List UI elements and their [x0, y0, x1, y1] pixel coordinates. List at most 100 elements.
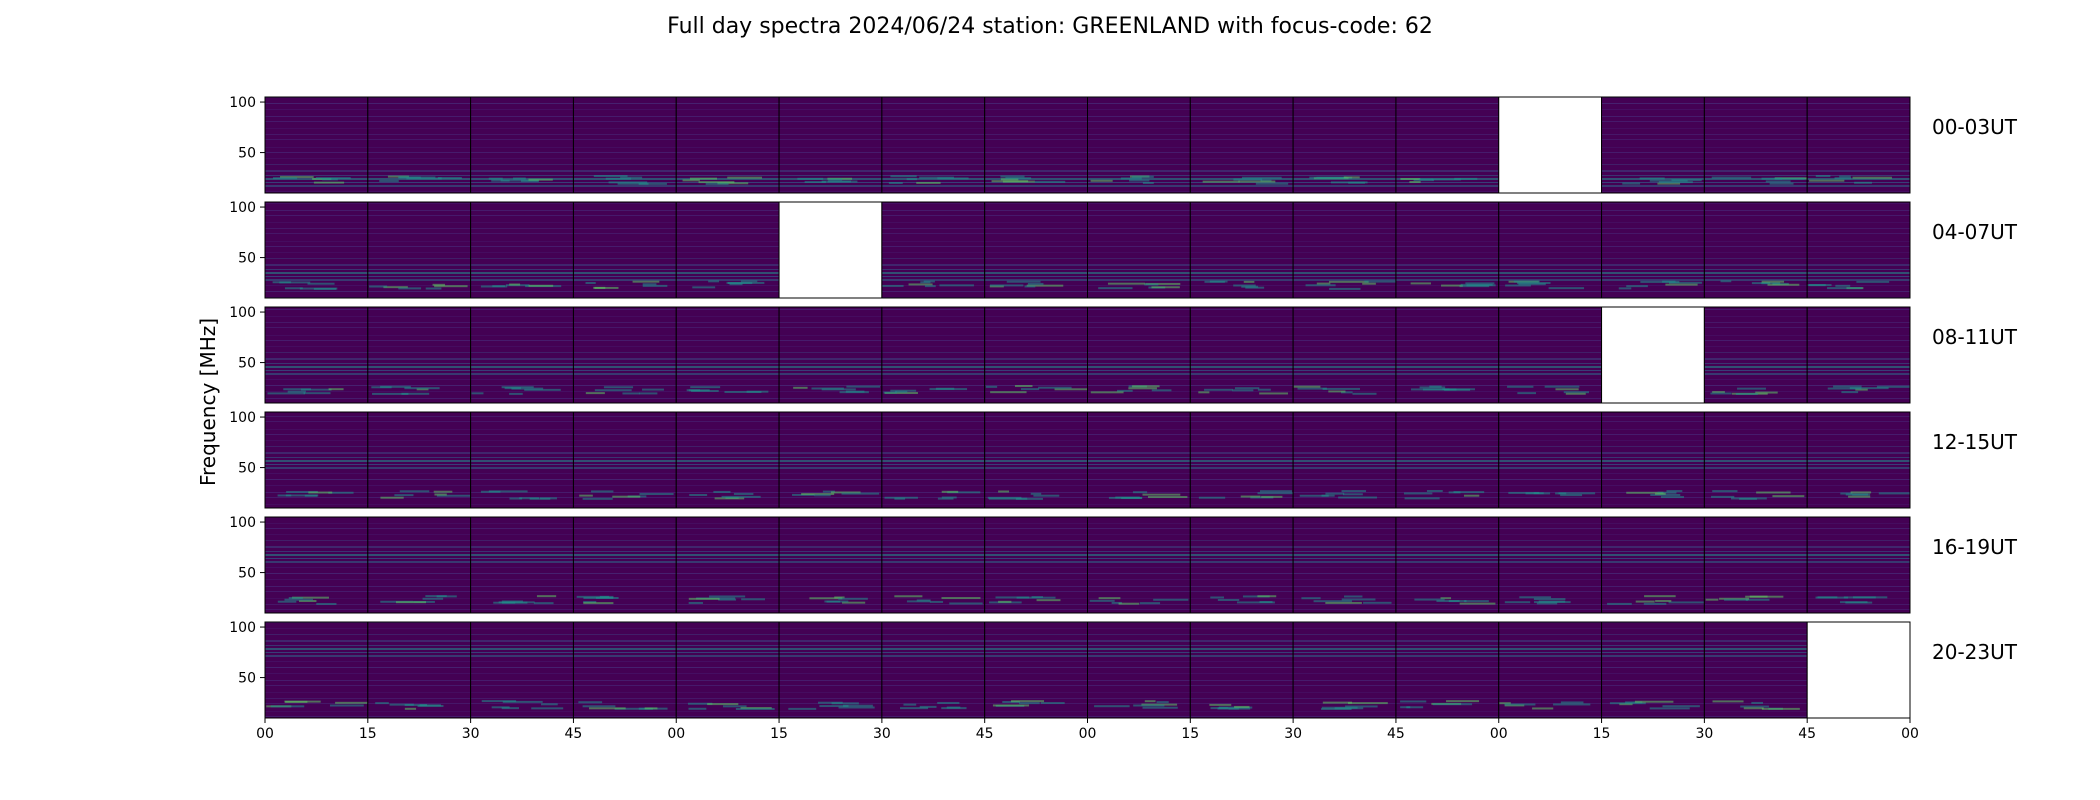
- y-tick-label: 50: [238, 671, 256, 687]
- signal-streak: [1363, 601, 1392, 604]
- signal-streak: [1400, 706, 1411, 709]
- signal-streak: [828, 178, 843, 181]
- signal-streak: [533, 602, 554, 605]
- signal-streak: [1657, 182, 1681, 185]
- signal-streak: [801, 493, 835, 496]
- signal-streak: [822, 490, 835, 493]
- signal-streak: [1555, 388, 1579, 391]
- signal-streak: [277, 494, 292, 497]
- signal-streak: [1259, 600, 1273, 603]
- signal-streak: [401, 392, 430, 395]
- signal-streak: [1834, 177, 1852, 180]
- signal-streak: [313, 287, 337, 290]
- signal-streak: [1132, 491, 1148, 494]
- row-time-label: 08-11UT: [1932, 325, 2018, 349]
- signal-streak: [1671, 179, 1702, 182]
- signal-streak: [593, 175, 628, 178]
- spectra-row: 50 100 16-19UT: [229, 515, 2018, 614]
- signal-streak: [1548, 287, 1585, 290]
- spectrum-panel: [881, 307, 985, 403]
- signal-streak: [1202, 180, 1240, 183]
- signal-streak: [1016, 596, 1056, 599]
- signal-streak: [1538, 600, 1566, 603]
- signal-streak: [809, 597, 843, 600]
- signal-streak: [1352, 392, 1377, 395]
- signal-streak: [1809, 284, 1826, 287]
- signal-streak: [481, 700, 517, 703]
- signal-streak: [1209, 280, 1228, 283]
- signal-streak: [888, 182, 903, 185]
- signal-streak: [1650, 493, 1681, 496]
- signal-streak: [1422, 388, 1457, 391]
- spectra-row: 50 100 08-11UT: [229, 305, 2018, 404]
- spectrum-panel: [367, 517, 471, 613]
- spectrum-panel: [265, 307, 368, 403]
- signal-streak: [692, 286, 716, 289]
- signal-streak: [432, 283, 446, 286]
- spectra-rows: 50 100 00-03UT 50 100 04-07UT 50 100 08-11UT 50 10…: [229, 95, 2018, 719]
- signal-streak: [989, 284, 1024, 287]
- signal-streak: [509, 392, 523, 395]
- signal-streak: [788, 707, 817, 710]
- spectrum-panel: [676, 307, 780, 403]
- signal-streak: [322, 178, 338, 181]
- spectrum-panel: [1395, 517, 1499, 613]
- panel-frame: [1806, 201, 1911, 299]
- signal-streak: [1431, 178, 1461, 181]
- signal-streak: [585, 392, 605, 395]
- spectrum-panel: [1807, 202, 1910, 298]
- signal-streak: [1209, 703, 1232, 706]
- signal-streak: [814, 494, 831, 497]
- signal-streak: [1626, 285, 1648, 288]
- signal-streak: [273, 177, 298, 180]
- signal-streak: [1036, 599, 1061, 602]
- signal-streak: [622, 392, 640, 395]
- signal-streak: [1404, 497, 1440, 500]
- signal-streak: [1347, 702, 1388, 705]
- spectrum-panel: [1087, 517, 1191, 613]
- signal-streak: [375, 702, 389, 705]
- x-tick-label: 45: [976, 726, 994, 742]
- signal-streak: [1563, 391, 1590, 394]
- signal-streak: [819, 705, 849, 708]
- signal-streak: [1341, 490, 1367, 493]
- signal-streak: [689, 177, 718, 180]
- signal-streak: [1015, 497, 1043, 500]
- signal-streak: [1504, 703, 1536, 706]
- signal-streak: [1655, 492, 1666, 495]
- signal-streak: [1441, 284, 1463, 287]
- signal-streak: [1345, 705, 1378, 708]
- signal-streak: [1668, 281, 1702, 284]
- signal-streak: [1649, 707, 1690, 710]
- signal-streak: [1856, 280, 1890, 283]
- signal-streak: [1755, 391, 1778, 394]
- signal-streak: [1850, 491, 1872, 494]
- spectrum-panel: [367, 622, 471, 718]
- signal-streak: [708, 280, 720, 283]
- signal-streak: [1257, 595, 1277, 598]
- signal-streak: [1000, 178, 1019, 181]
- signal-streak: [608, 181, 648, 184]
- signal-streak: [500, 179, 540, 182]
- signal-streak: [1644, 595, 1676, 598]
- signal-streak: [603, 386, 634, 389]
- signal-streak: [1767, 283, 1800, 286]
- signal-streak: [1414, 598, 1445, 601]
- signal-streak: [1815, 175, 1831, 178]
- signal-streak: [906, 178, 917, 181]
- empty-panel: [779, 202, 882, 298]
- signal-streak: [1712, 700, 1744, 703]
- signal-streak: [1144, 700, 1156, 703]
- spectrum-panel: [1293, 202, 1396, 298]
- signal-streak: [501, 707, 519, 710]
- signal-streak: [1348, 181, 1365, 184]
- signal-streak: [298, 600, 317, 603]
- signal-streak: [1504, 601, 1531, 604]
- signal-streak: [304, 494, 318, 497]
- spectra-row: 50 100 04-07UT: [229, 200, 2018, 299]
- signal-streak: [1151, 389, 1172, 392]
- spectrum-panel: [881, 202, 985, 298]
- signal-streak: [519, 497, 540, 500]
- signal-streak: [985, 385, 998, 388]
- y-tick-label: 50: [238, 356, 256, 372]
